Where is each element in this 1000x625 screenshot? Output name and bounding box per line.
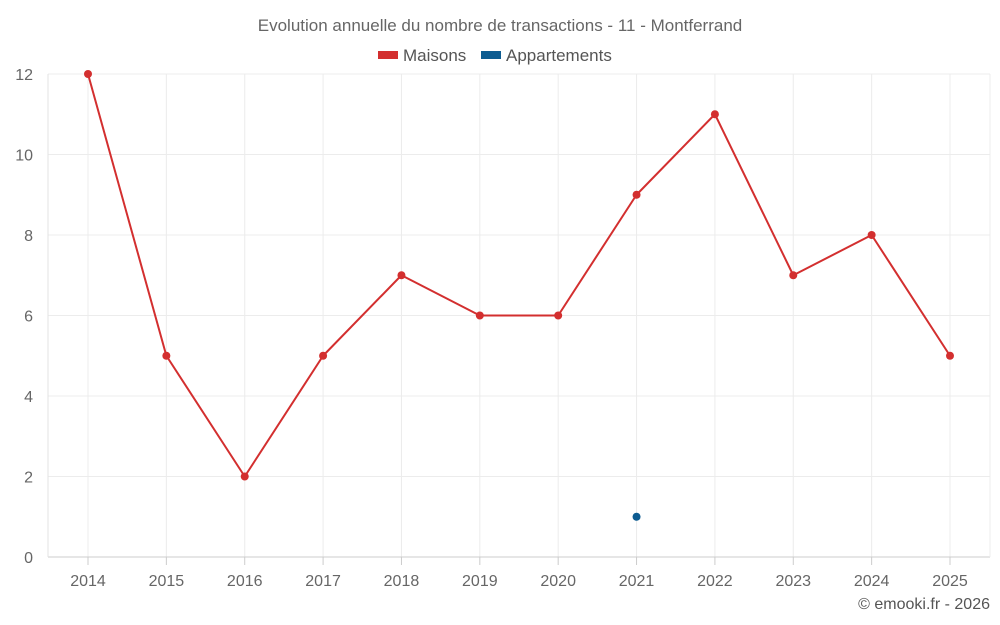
data-point-maisons[interactable] <box>84 70 92 78</box>
y-tick-label: 10 <box>15 148 33 165</box>
legend: Maisons Appartements <box>378 46 612 65</box>
data-point-maisons[interactable] <box>946 351 954 360</box>
series-maisons <box>84 70 954 481</box>
legend-label-appartements: Appartements <box>506 46 612 65</box>
y-tick-label: 8 <box>24 228 33 245</box>
data-point-maisons[interactable] <box>162 351 171 360</box>
x-tick-label: 2021 <box>619 573 655 590</box>
x-tick-label: 2014 <box>70 573 106 590</box>
legend-swatch-maisons <box>378 51 398 59</box>
y-tick-label: 12 <box>15 67 33 84</box>
x-tick-label: 2022 <box>697 573 733 590</box>
axes: 0 2 4 6 8 10 12 2014 2015 2016 2017 2018 2019 2020 202… <box>15 67 991 590</box>
x-tick-label: 2015 <box>149 573 185 590</box>
series <box>84 70 954 521</box>
y-tick-label: 4 <box>24 389 33 406</box>
data-point-maisons[interactable] <box>789 271 798 280</box>
x-tick-label: 2016 <box>227 573 263 590</box>
data-point-maisons[interactable] <box>240 472 249 481</box>
data-point-maisons[interactable] <box>554 311 563 320</box>
y-tick-label: 2 <box>24 470 33 487</box>
x-tick-label: 2017 <box>305 573 341 590</box>
data-point-maisons[interactable] <box>632 190 641 199</box>
data-point-appartements[interactable] <box>632 512 641 521</box>
x-tick-label: 2024 <box>854 573 890 590</box>
data-point-maisons[interactable] <box>319 351 328 360</box>
x-tick-label: 2018 <box>384 573 420 590</box>
y-tick-label: 6 <box>24 309 33 326</box>
chart-title: Evolution annuelle du nombre de transact… <box>258 16 742 35</box>
legend-item-appartements[interactable]: Appartements <box>481 46 612 65</box>
data-point-maisons[interactable] <box>710 110 719 119</box>
credit: © emooki.fr - 2026 <box>858 596 990 613</box>
series-appartements <box>632 512 641 521</box>
data-point-maisons[interactable] <box>475 311 484 320</box>
legend-item-maisons[interactable]: Maisons <box>378 46 466 65</box>
series-line-maisons <box>87 73 951 478</box>
legend-label-maisons: Maisons <box>403 46 466 65</box>
x-tick-label: 2019 <box>462 573 498 590</box>
legend-swatch-appartements <box>481 51 501 59</box>
data-point-maisons[interactable] <box>867 231 876 239</box>
x-tick-label: 2025 <box>932 573 968 590</box>
y-tick-label: 0 <box>24 550 33 567</box>
data-point-maisons[interactable] <box>397 271 406 280</box>
x-tick-label: 2023 <box>775 573 811 590</box>
x-tick-label: 2020 <box>540 573 576 590</box>
